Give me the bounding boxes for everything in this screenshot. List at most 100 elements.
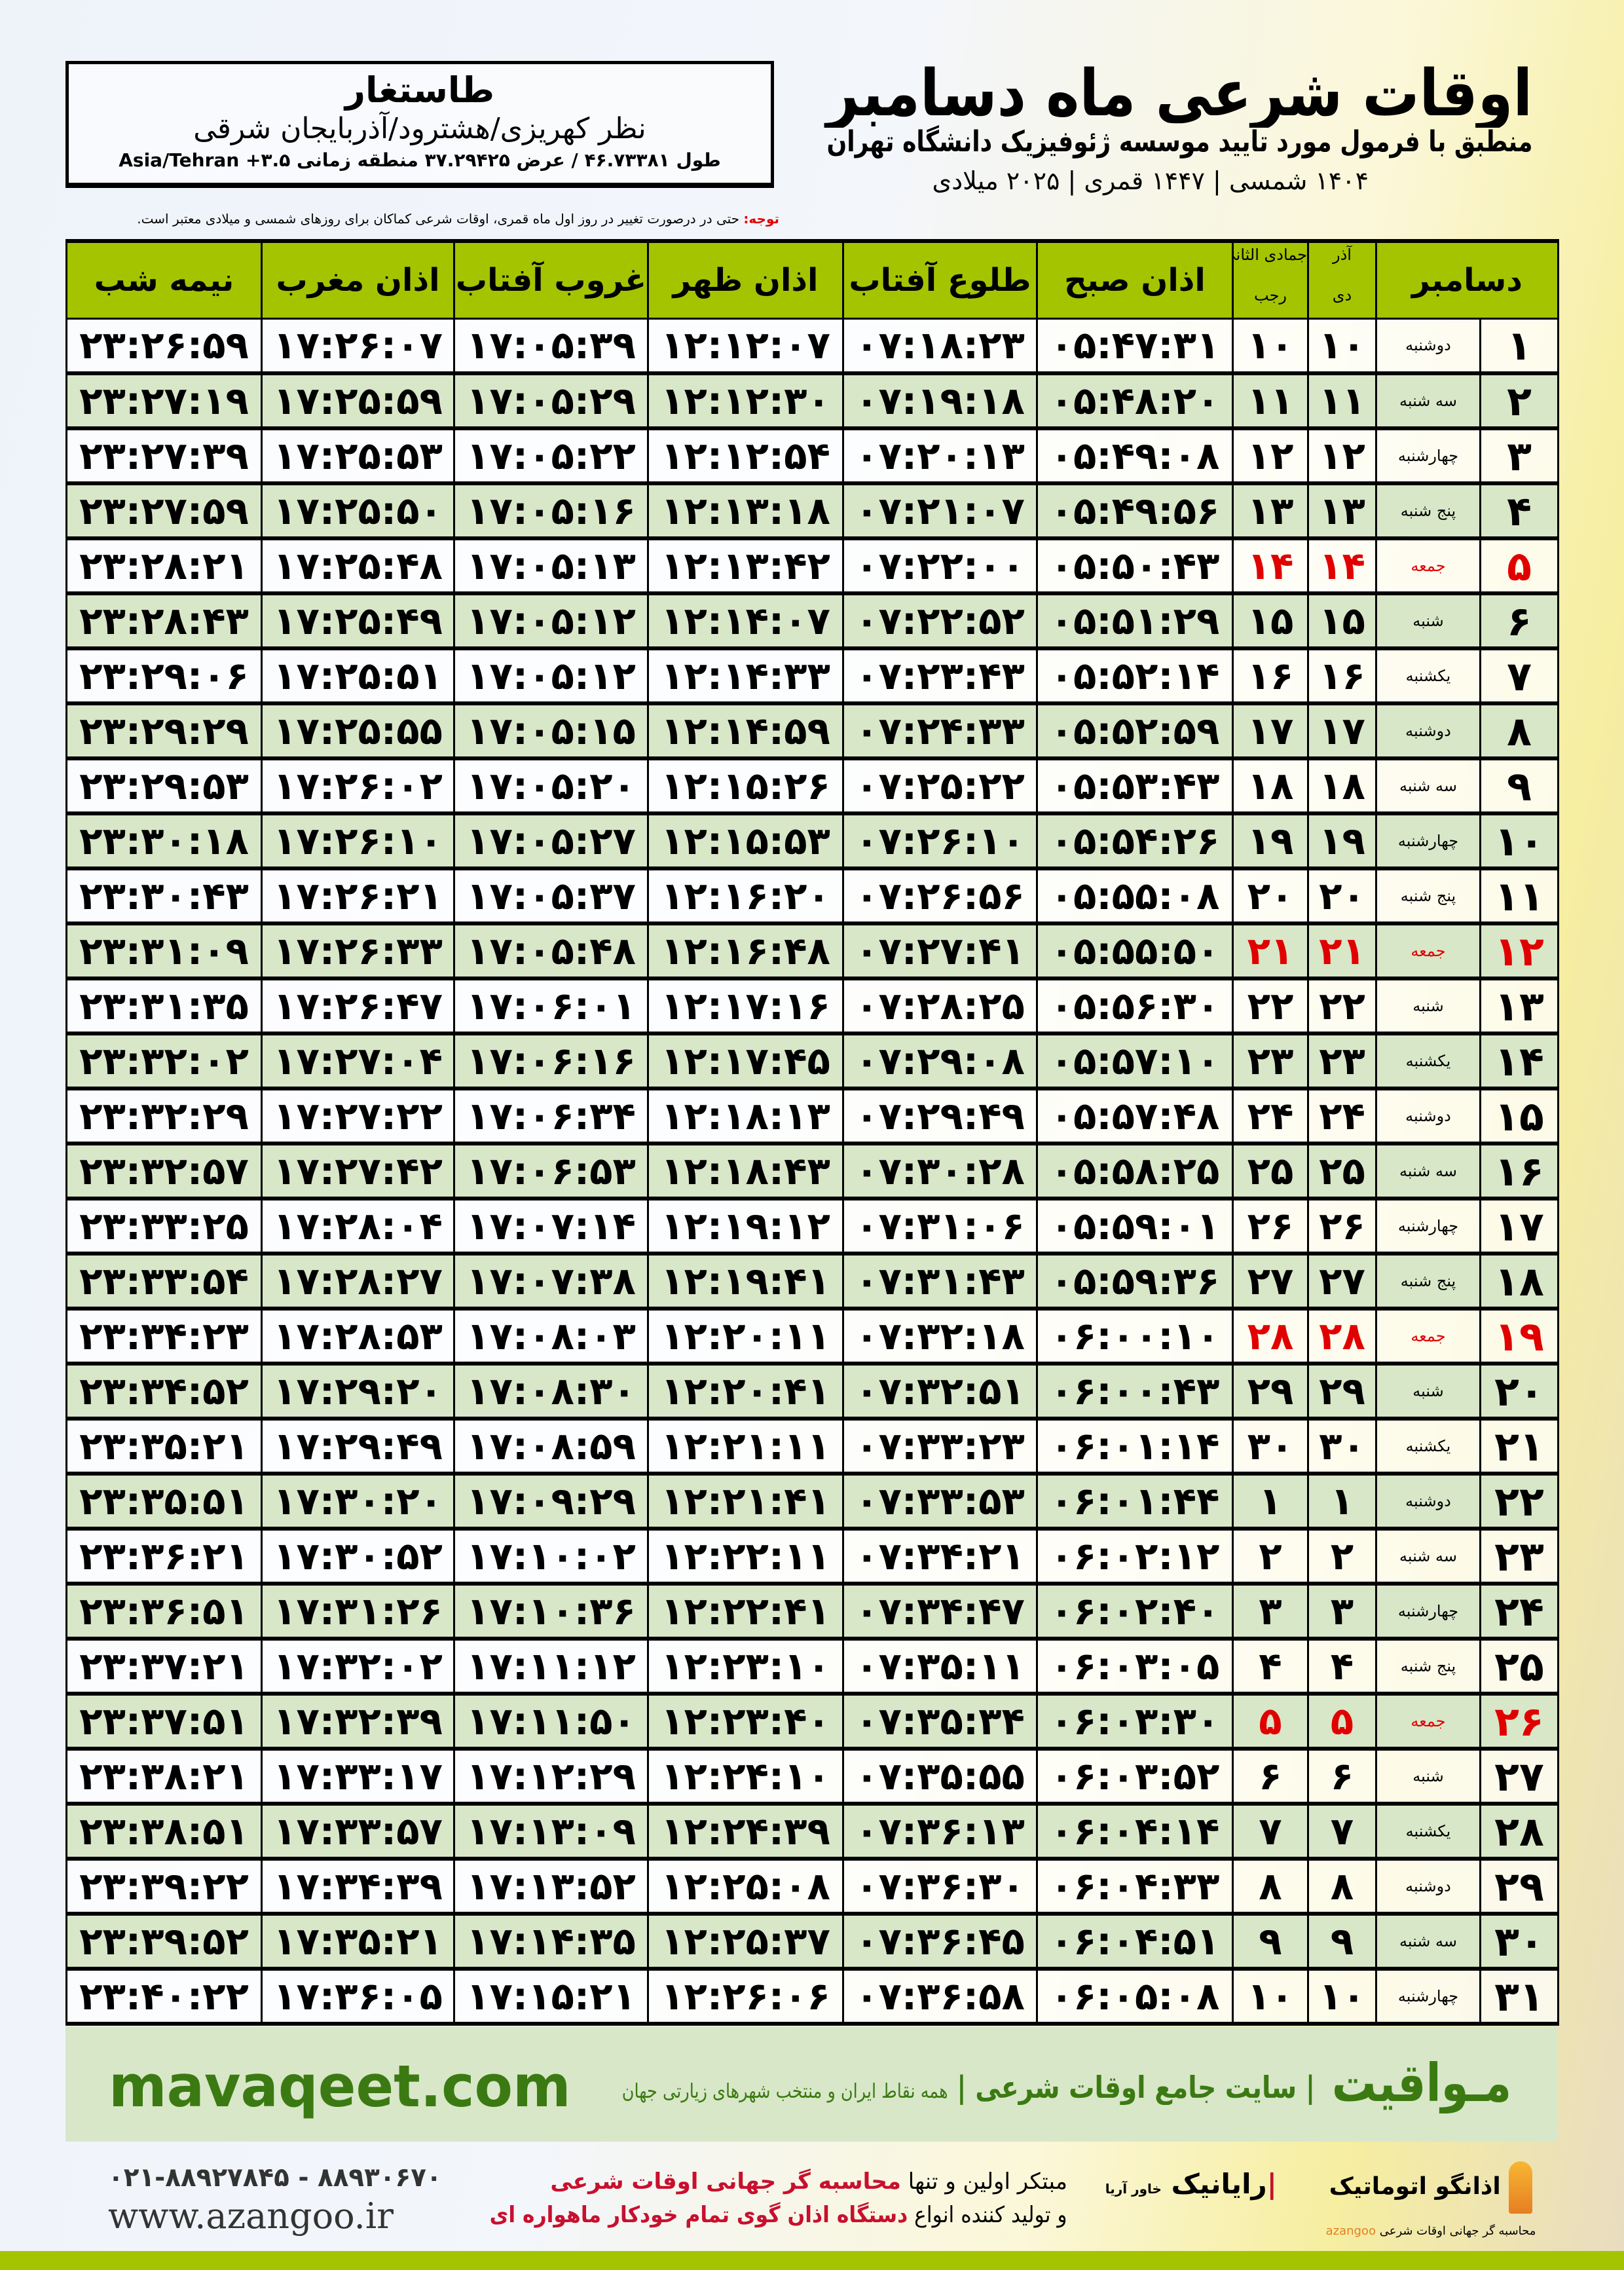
cell-day: ۱۳ <box>1479 977 1559 1035</box>
cell-weekday: سه شنبه <box>1375 1912 1481 1971</box>
cell-fajr-text: ۰۶:۰۰:۴۳ <box>1050 1369 1220 1413</box>
cell-solar-day-text: ۲۳ <box>1319 1039 1365 1083</box>
cell-maghrib: ۱۷:۳۰:۵۲ <box>261 1527 455 1586</box>
cell-midnight-text: ۲۳:۳۸:۵۱ <box>79 1809 249 1853</box>
cell-midnight: ۲۳:۳۴:۵۲ <box>65 1362 263 1421</box>
cell-midnight: ۲۳:۳۱:۰۹ <box>65 922 263 980</box>
cell-sunset: ۱۷:۰۸:۵۹ <box>453 1417 649 1476</box>
cell-sunrise: ۰۷:۳۶:۵۸ <box>842 1967 1038 2026</box>
cell-day: ۲۴ <box>1479 1582 1559 1641</box>
cell-day-text: ۳۰ <box>1494 1917 1544 1965</box>
cell-sunset: ۱۷:۰۷:۱۴ <box>453 1197 649 1256</box>
mavaqeet-url[interactable]: mavaqeet.com <box>109 2053 571 2120</box>
cell-fajr-text: ۰۵:۵۷:۴۸ <box>1050 1094 1220 1138</box>
cell-solar-day-text: ۸ <box>1330 1864 1354 1908</box>
cell-day-text: ۳ <box>1507 432 1532 480</box>
cell-fajr-text: ۰۵:۵۸:۲۵ <box>1050 1149 1220 1193</box>
cell-weekday-text: دوشنبه <box>1405 1492 1451 1510</box>
cell-lunar-day: ۲۷ <box>1232 1252 1309 1311</box>
cell-dhuhr-text: ۱۲:۱۶:۴۸ <box>661 929 830 973</box>
cell-day: ۱۸ <box>1479 1252 1559 1311</box>
rayanik-name: رایانیک <box>1171 2168 1267 2200</box>
cell-sunrise-text: ۰۷:۳۲:۵۱ <box>855 1369 1025 1413</box>
cell-dhuhr-text: ۱۲:۲۶:۰۶ <box>661 1974 830 2019</box>
cell-sunset-text: ۱۷:۰۵:۴۸ <box>466 929 636 973</box>
cell-maghrib-text: ۱۷:۳۳:۱۷ <box>273 1754 443 1798</box>
azangoo-url[interactable]: www.azangoo.ir <box>108 2195 394 2237</box>
cell-dhuhr: ۱۲:۱۳:۱۸ <box>647 482 844 540</box>
cell-sunset: ۱۷:۰۵:۱۲ <box>453 592 649 650</box>
cell-solar-day-text: ۲۲ <box>1319 984 1365 1028</box>
cell-fajr: ۰۵:۵۵:۰۸ <box>1036 867 1234 925</box>
cell-midnight-text: ۲۳:۳۷:۵۱ <box>79 1699 249 1743</box>
cell-day: ۴ <box>1479 482 1559 540</box>
cell-dhuhr-text: ۱۲:۲۴:۱۰ <box>661 1754 830 1798</box>
cell-maghrib: ۱۷:۳۴:۳۹ <box>261 1857 455 1916</box>
cell-fajr: ۰۵:۵۳:۴۳ <box>1036 757 1234 815</box>
cell-day-text: ۲۳ <box>1494 1532 1544 1580</box>
cell-sunrise: ۰۷:۳۶:۳۰ <box>842 1857 1038 1916</box>
cell-maghrib: ۱۷:۲۸:۰۴ <box>261 1197 455 1256</box>
cell-maghrib: ۱۷:۳۳:۵۷ <box>261 1802 455 1861</box>
cell-weekday: دوشنبه <box>1375 317 1481 375</box>
cell-sunrise: ۰۷:۳۵:۵۵ <box>842 1747 1038 1806</box>
cell-sunset: ۱۷:۰۵:۲۹ <box>453 372 649 430</box>
promo-text: مبتکر اولین و تنها محاسبه گر جهانی اوقات… <box>478 2165 1067 2232</box>
cell-weekday: دوشنبه <box>1375 1472 1481 1531</box>
cell-day-text: ۲۴ <box>1494 1587 1544 1635</box>
cell-maghrib-text: ۱۷:۲۶:۰۷ <box>273 323 443 368</box>
cell-midnight-text: ۲۳:۳۲:۲۹ <box>79 1094 249 1138</box>
cell-day-text: ۱۲ <box>1494 927 1544 975</box>
cell-solar-day-text: ۳ <box>1330 1589 1354 1633</box>
cell-maghrib-text: ۱۷:۲۵:۵۹ <box>273 379 443 423</box>
prayer-times-table: دسامبر آذر دی جمادی الثانی رجب اذان صبح طل… <box>65 239 1559 2026</box>
cell-day-text: ۲۲ <box>1494 1477 1544 1525</box>
cell-maghrib: ۱۷:۲۵:۵۳ <box>261 427 455 485</box>
cell-lunar-day-text: ۳۰ <box>1247 1424 1294 1468</box>
cell-lunar-day: ۲۸ <box>1232 1307 1309 1366</box>
cell-lunar-day-text: ۲۲ <box>1247 984 1294 1028</box>
cell-fajr-text: ۰۵:۵۲:۱۴ <box>1050 654 1220 698</box>
cell-midnight-text: ۲۳:۲۷:۱۹ <box>79 379 249 423</box>
cell-fajr: ۰۵:۴۹:۰۸ <box>1036 427 1234 485</box>
cell-day-text: ۲۶ <box>1494 1697 1544 1745</box>
table-row: ۸ دوشنبه ۱۷ ۱۷ ۰۵:۵۲:۵۹ ۰۷:۲۴:۳۳ ۱۲:۱۴:۵۹ ۱۷:۰۵… <box>65 702 1559 760</box>
cell-dhuhr-text: ۱۲:۱۷:۱۶ <box>661 984 830 1028</box>
cell-weekday-text: سه شنبه <box>1399 392 1458 410</box>
cell-solar-day-text: ۷ <box>1330 1809 1354 1853</box>
cell-weekday-text: شنبه <box>1412 997 1444 1015</box>
cell-midnight: ۲۳:۳۸:۲۱ <box>65 1747 263 1806</box>
cell-maghrib-text: ۱۷:۲۷:۰۴ <box>273 1039 443 1083</box>
cell-fajr-text: ۰۶:۰۵:۰۸ <box>1050 1974 1220 2019</box>
cell-lunar-day: ۱۲ <box>1232 427 1309 485</box>
cell-midnight-text: ۲۳:۳۷:۲۱ <box>79 1644 249 1688</box>
cell-maghrib-text: ۱۷:۲۸:۲۷ <box>273 1259 443 1303</box>
col-sunrise: طلوع آفتاب <box>842 239 1038 320</box>
cell-solar-day: ۱۱ <box>1307 372 1377 430</box>
col-fajr: اذان صبح <box>1036 239 1234 320</box>
cell-midnight-text: ۲۳:۳۹:۵۲ <box>79 1919 249 1963</box>
cell-weekday: یکشنبه <box>1375 1032 1481 1090</box>
cell-fajr-text: ۰۵:۴۹:۵۶ <box>1050 489 1220 533</box>
cell-sunrise: ۰۷:۲۱:۰۷ <box>842 482 1038 540</box>
cell-sunset: ۱۷:۰۷:۳۸ <box>453 1252 649 1311</box>
cell-weekday-text: جمعه <box>1411 942 1446 960</box>
sponsor-bar: ۰۲۱-۸۸۹۲۷۸۴۵ - ۸۸۹۳۰۶۷۰ www.azangoo.ir م… <box>0 2155 1624 2240</box>
cell-day: ۲۰ <box>1479 1362 1559 1421</box>
cell-fajr-text: ۰۵:۴۷:۳۱ <box>1050 323 1220 368</box>
cell-maghrib-text: ۱۷:۲۸:۰۴ <box>273 1204 443 1248</box>
cell-sunset-text: ۱۷:۱۰:۳۶ <box>466 1589 636 1633</box>
cell-maghrib: ۱۷:۲۶:۳۳ <box>261 922 455 980</box>
cell-sunset: ۱۷:۰۵:۱۲ <box>453 647 649 705</box>
cell-dhuhr-text: ۱۲:۱۷:۴۵ <box>661 1039 830 1083</box>
cell-midnight-text: ۲۳:۳۲:۰۲ <box>79 1039 249 1083</box>
cell-fajr-text: ۰۵:۵۵:۰۸ <box>1050 874 1220 918</box>
cell-dhuhr-text: ۱۲:۱۶:۲۰ <box>661 874 830 918</box>
cell-day-text: ۲ <box>1507 377 1532 425</box>
note-label: توجه: <box>743 211 779 227</box>
cell-fajr: ۰۶:۰۴:۵۱ <box>1036 1912 1234 1971</box>
cell-weekday: سه شنبه <box>1375 1142 1481 1200</box>
cell-weekday: چهارشنبه <box>1375 427 1481 485</box>
cell-solar-day-text: ۲۵ <box>1319 1149 1365 1193</box>
cell-solar-day: ۱ <box>1307 1472 1377 1531</box>
